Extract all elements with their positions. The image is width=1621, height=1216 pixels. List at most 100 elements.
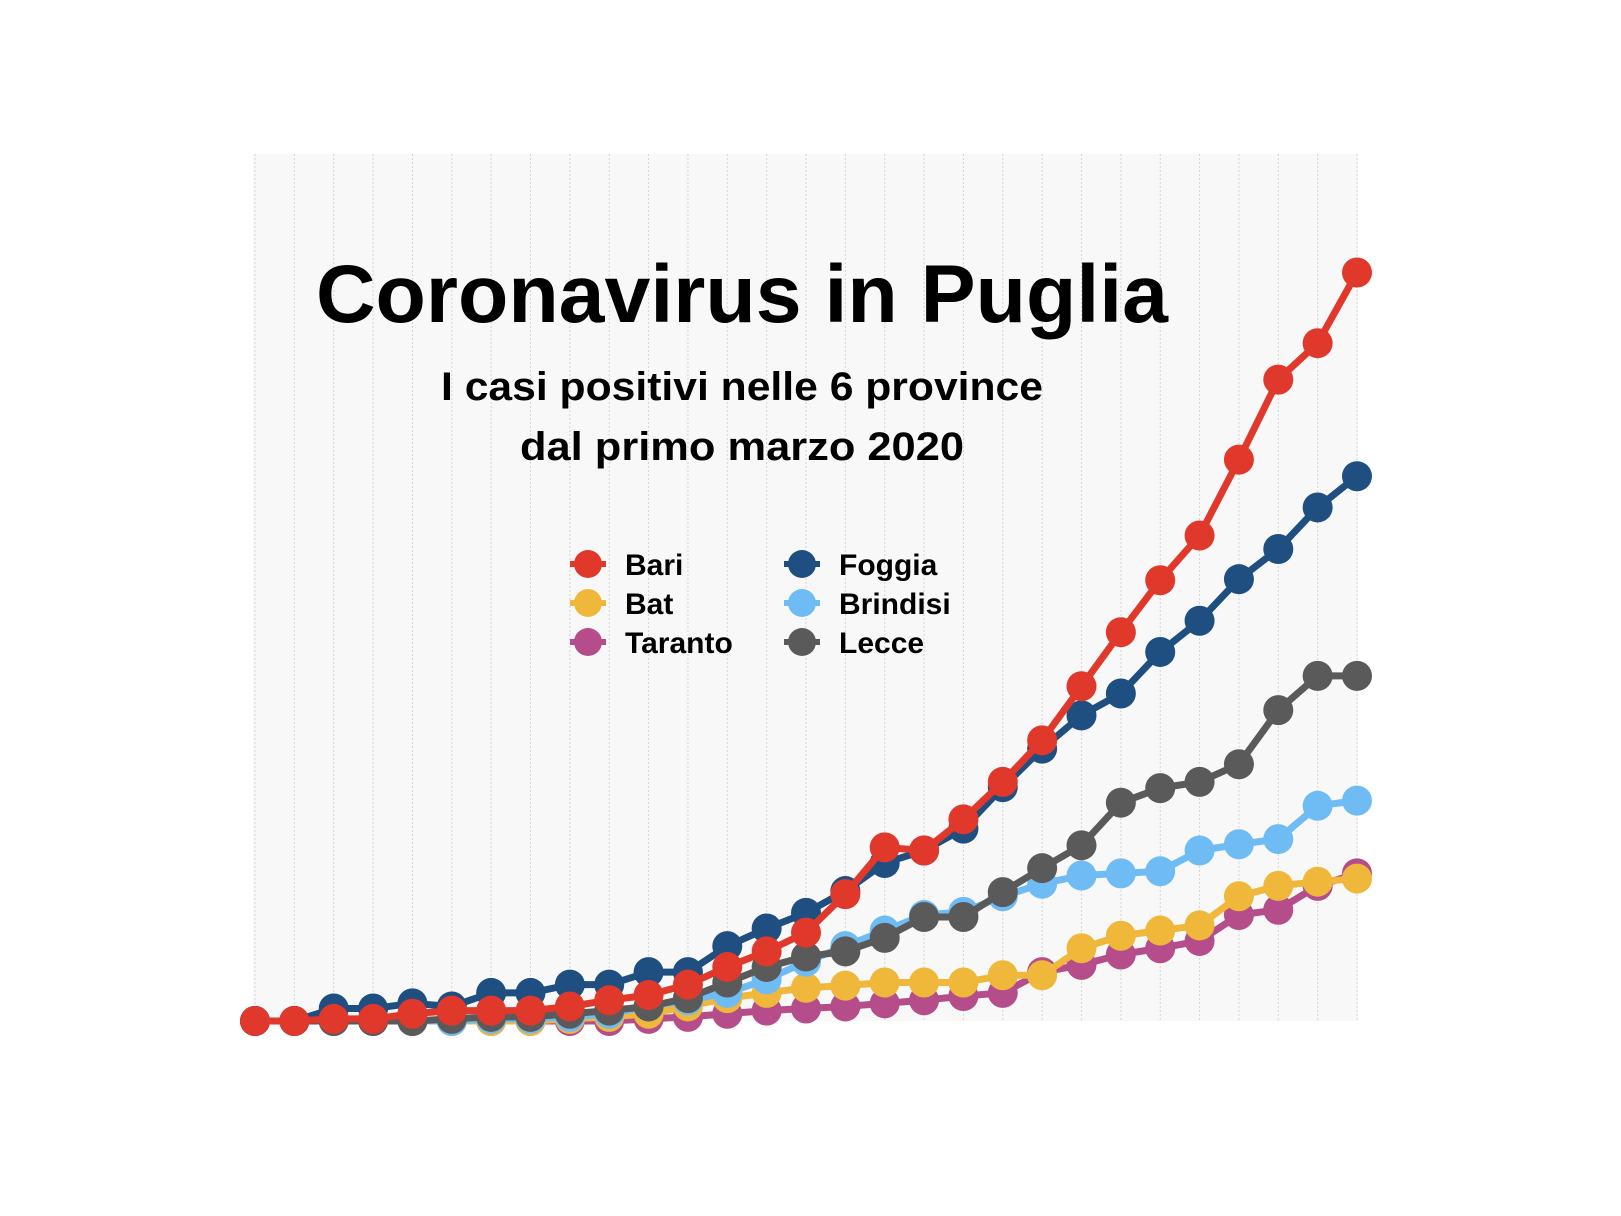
legend-label: Bat: [625, 588, 673, 621]
data-point: [909, 835, 940, 866]
series: [240, 257, 1372, 1036]
data-point: [397, 998, 428, 1029]
lines: [240, 257, 1372, 1036]
data-point: [1223, 881, 1254, 912]
legend-label: Taranto: [625, 627, 733, 660]
data-point: [1263, 894, 1294, 925]
legend-marker: [574, 628, 602, 656]
data-point: [1066, 830, 1097, 861]
data-point: [1223, 564, 1254, 595]
data-point: [1302, 660, 1333, 691]
data-point: [1145, 915, 1176, 946]
data-point: [830, 970, 861, 1001]
data-point: [751, 936, 782, 967]
data-point: [948, 804, 979, 835]
data-point: [1066, 700, 1097, 731]
data-point: [1027, 725, 1058, 756]
data-point: [240, 1006, 270, 1036]
data-point: [987, 960, 1018, 991]
data-point: [633, 957, 664, 988]
data-point: [1105, 678, 1136, 709]
data-point: [987, 766, 1018, 797]
data-point: [554, 991, 585, 1022]
legend-marker: [788, 628, 816, 656]
data-point: [1184, 766, 1215, 797]
data-point: [1105, 920, 1136, 951]
data-point: [633, 980, 664, 1011]
chart-subtitle: I casi positivi nelle 6 province: [441, 365, 1043, 409]
data-point: [1184, 835, 1215, 866]
data-point: [869, 922, 900, 953]
chart-title: Coronavirus in Puglia: [316, 249, 1169, 340]
data-point: [791, 941, 821, 972]
data-point: [515, 995, 546, 1026]
data-point: [1302, 790, 1333, 821]
data-point: [436, 995, 467, 1026]
data-point: [1027, 853, 1058, 884]
data-point: [909, 967, 940, 998]
data-point: [712, 951, 743, 982]
data-point: [1263, 824, 1294, 855]
data-point: [1263, 695, 1294, 726]
data-point: [830, 936, 861, 967]
data-point: [869, 988, 900, 1019]
data-point: [1105, 858, 1136, 889]
data-point: [1184, 605, 1215, 636]
data-point: [830, 879, 861, 910]
data-point: [1302, 328, 1333, 359]
legend-marker: [788, 550, 816, 578]
legend-label: Foggia: [839, 549, 938, 582]
legend-marker: [574, 589, 602, 617]
data-point: [1066, 933, 1097, 964]
data-point: [1302, 866, 1333, 897]
data-point: [1105, 617, 1136, 648]
data-point: [476, 995, 507, 1026]
data-point: [1184, 520, 1215, 551]
data-point: [791, 917, 821, 948]
data-point: [1066, 860, 1097, 891]
legend: Bari Bat Taranto Foggia Brindisi Lecce: [570, 549, 951, 660]
data-point: [279, 1006, 310, 1036]
data-point: [1145, 565, 1176, 596]
data-point: [1342, 863, 1372, 894]
data-point: [594, 985, 625, 1016]
data-point: [1342, 660, 1372, 691]
data-point: [948, 902, 979, 933]
data-point: [1302, 492, 1333, 523]
data-point: [909, 902, 940, 933]
data-point: [1263, 364, 1294, 395]
data-point: [1184, 910, 1215, 941]
data-point: [751, 913, 782, 944]
data-point: [869, 832, 900, 863]
data-point: [987, 877, 1018, 908]
legend-label: Lecce: [839, 627, 924, 660]
data-point: [791, 993, 821, 1024]
data-point: [1342, 257, 1372, 288]
data-point: [1223, 444, 1254, 475]
data-point: [318, 1003, 349, 1034]
data-point: [948, 967, 979, 998]
data-point: [1145, 856, 1176, 887]
data-point: [1066, 671, 1097, 702]
data-point: [1223, 749, 1254, 780]
legend-marker: [788, 589, 816, 617]
data-point: [358, 1003, 389, 1034]
data-point: [1342, 461, 1372, 492]
data-point: [672, 969, 703, 1000]
chart-subtitle: dal primo marzo 2020: [520, 425, 964, 469]
legend-label: Brindisi: [839, 588, 951, 621]
data-point: [1105, 787, 1136, 818]
legend-label: Bari: [625, 549, 683, 582]
data-point: [1145, 636, 1176, 667]
data-point: [1223, 829, 1254, 860]
grid: [254, 154, 1358, 1021]
data-point: [712, 931, 743, 962]
data-point: [1263, 534, 1294, 565]
data-point: [1263, 870, 1294, 901]
data-point: [554, 969, 585, 1000]
data-point: [791, 972, 821, 1003]
data-point: [1027, 960, 1058, 991]
legend-marker: [574, 550, 602, 578]
data-point: [1342, 785, 1372, 816]
